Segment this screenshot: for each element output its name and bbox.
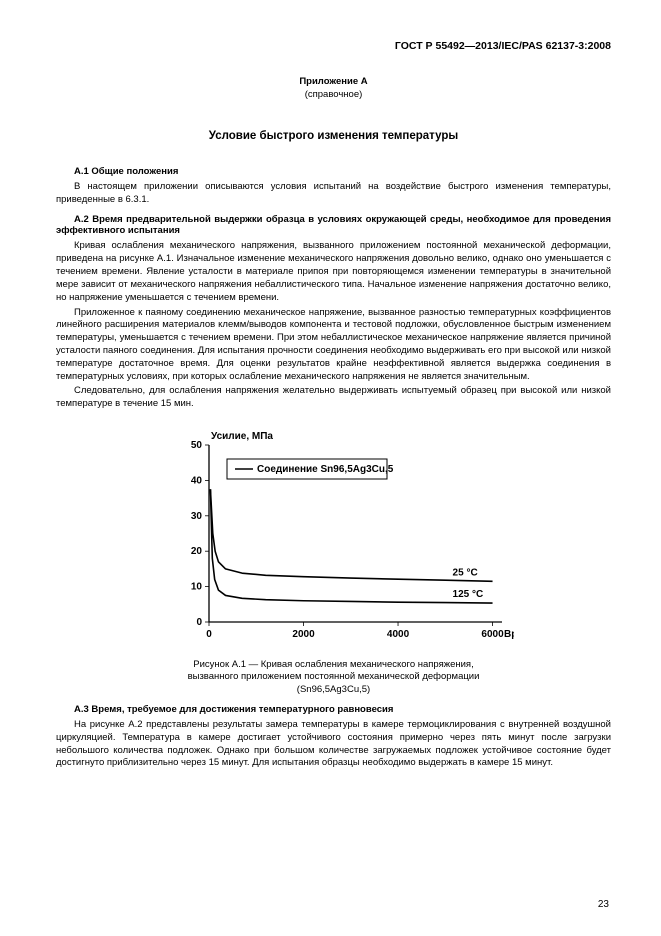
svg-text:Время, с: Время, с	[504, 629, 514, 640]
svg-text:Усилие, МПа: Усилие, МПа	[211, 431, 273, 442]
svg-text:10: 10	[190, 582, 202, 593]
chart-a1: Усилие, МПа 0 10 20 30 40 50 0 2000 4000 6000Время…	[154, 425, 514, 650]
svg-text:Соединение Sn96,5Ag3Cu,5: Соединение Sn96,5Ag3Cu,5	[257, 464, 394, 475]
svg-text:40: 40	[190, 475, 202, 486]
svg-text:30: 30	[190, 511, 202, 522]
svg-text:0: 0	[206, 629, 212, 640]
heading-a1: А.1 Общие положения	[56, 166, 611, 177]
svg-text:125 °C: 125 °C	[452, 589, 483, 600]
para-a2-1: Кривая ослабления механического напряжен…	[56, 240, 611, 304]
para-a2-2: Приложенное к паяному соединению механич…	[56, 307, 611, 384]
svg-text:25 °C: 25 °C	[452, 567, 477, 578]
para-a1-1: В настоящем приложении описываются услов…	[56, 181, 611, 207]
svg-text:0: 0	[196, 617, 202, 628]
document-id: ГОСТ Р 55492—2013/IEC/PAS 62137-3:2008	[56, 40, 611, 52]
para-a3-1: На рисунке А.2 представлены результаты з…	[56, 719, 611, 770]
svg-text:6000: 6000	[481, 629, 504, 640]
page-title: Условие быстрого изменения температуры	[56, 130, 611, 142]
svg-text:20: 20	[190, 546, 202, 557]
figure-a1: Усилие, МПа 0 10 20 30 40 50 0 2000 4000 6000Время…	[56, 425, 611, 696]
para-a2-3: Следовательно, для ослабления напряжения…	[56, 385, 611, 411]
page-number: 23	[598, 899, 609, 910]
svg-text:2000: 2000	[292, 629, 315, 640]
figure-caption-line1: Рисунок А.1 — Кривая ослабления механиче…	[193, 659, 473, 670]
annex-subtitle: (справочное)	[56, 89, 611, 100]
heading-a2: А.2 Время предварительной выдержки образ…	[56, 214, 611, 236]
svg-text:50: 50	[190, 440, 202, 451]
annex-label: Приложение А	[56, 76, 611, 89]
figure-caption-line3: (Sn96,5Ag3Cu,5)	[297, 684, 370, 695]
figure-caption-line2: вызванного приложением постоянной механи…	[188, 671, 480, 682]
heading-a3: А.3 Время, требуемое для достижения темп…	[56, 704, 611, 715]
svg-text:4000: 4000	[386, 629, 409, 640]
